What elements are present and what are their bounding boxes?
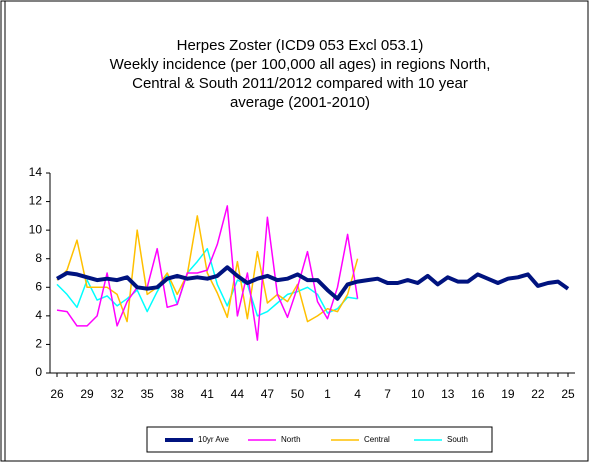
legend-label: South: [447, 435, 468, 444]
chart-title: Weekly incidence (per 100,000 all ages) …: [110, 56, 491, 73]
chart-title: Central & South 2011/2012 compared with …: [132, 75, 468, 92]
y-tick-label: 8: [35, 251, 42, 265]
x-tick-label: 50: [291, 387, 305, 401]
x-tick-label: 38: [171, 387, 185, 401]
x-tick-label: 10: [411, 387, 425, 401]
x-tick-label: 44: [231, 387, 245, 401]
series-line: [56, 247, 358, 317]
legend-label: North: [281, 435, 301, 444]
x-tick-label: 26: [50, 387, 64, 401]
chart-title: Herpes Zoster (ICD9 053 Excl 053.1): [177, 37, 424, 54]
series-line: [56, 215, 359, 323]
y-tick-label: 0: [35, 365, 42, 379]
legend-label: 10yr Ave: [198, 435, 230, 444]
x-tick-label: 29: [80, 387, 94, 401]
x-tick-label: 16: [471, 387, 485, 401]
y-tick-label: 4: [35, 308, 42, 322]
x-tick-label: 1: [324, 387, 331, 401]
x-tick-label: 35: [140, 387, 154, 401]
y-tick-label: 14: [29, 165, 43, 179]
x-tick-label: 4: [354, 387, 361, 401]
x-tick-label: 32: [110, 387, 124, 401]
x-tick-label: 19: [501, 387, 515, 401]
y-tick-label: 2: [35, 337, 42, 351]
x-tick-label: 7: [384, 387, 391, 401]
x-tick-label: 25: [561, 387, 575, 401]
y-tick-label: 6: [35, 279, 42, 293]
x-tick-label: 41: [201, 387, 215, 401]
series-line: [56, 265, 570, 301]
chart-title: average (2001-2010): [230, 94, 370, 111]
x-tick-label: 13: [441, 387, 455, 401]
x-tick-label: 22: [531, 387, 545, 401]
x-tick-label: 47: [261, 387, 275, 401]
y-tick-label: 10: [29, 222, 43, 236]
legend-label: Central: [364, 435, 390, 444]
y-tick-label: 12: [29, 194, 43, 208]
series-line: [56, 205, 359, 341]
